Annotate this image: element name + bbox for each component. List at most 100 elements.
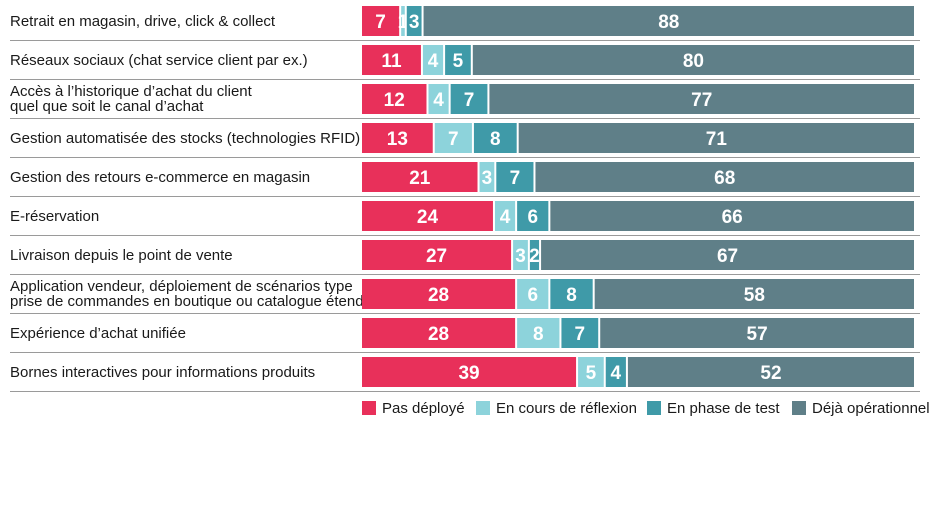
chart-row: Gestion automatisée des stocks (technolo… — [10, 123, 920, 158]
data-label: 71 — [706, 129, 728, 150]
legend-label: En phase de test — [667, 400, 780, 417]
category-label: Retrait en magasin, drive, click & colle… — [10, 13, 276, 30]
data-label: 58 — [744, 285, 765, 306]
bar-segment — [422, 45, 444, 75]
data-label: 8 — [490, 129, 501, 150]
category-label-line: Accès à l’historique d’achat du client — [10, 83, 253, 100]
data-label: 24 — [417, 207, 439, 228]
data-label: 21 — [409, 168, 431, 189]
bar-segment — [362, 6, 400, 36]
data-label: 66 — [722, 207, 743, 228]
bar-segment — [473, 123, 517, 153]
data-label: 13 — [387, 129, 408, 150]
bar-segment — [362, 162, 478, 192]
category-label-line: E-réservation — [10, 208, 99, 225]
data-label: 6 — [527, 285, 538, 306]
bar-segment — [434, 123, 472, 153]
chart-row: Livraison depuis le point de vente 27 3 2 67 — [10, 240, 920, 275]
bar-segment — [578, 357, 604, 387]
bar-segment — [550, 279, 593, 309]
data-label: 4 — [433, 90, 444, 111]
bar-segment — [518, 123, 914, 153]
data-label: 12 — [384, 90, 405, 111]
bar-segment — [517, 279, 549, 309]
bar-segment — [362, 318, 516, 348]
category-label-line: Bornes interactives pour informations pr… — [10, 364, 315, 381]
bar-segment — [529, 240, 540, 270]
bar-segment — [517, 318, 560, 348]
data-label: 4 — [500, 207, 511, 228]
bar-segment — [362, 84, 427, 114]
category-label-line: Réseaux sociaux (chat service client par… — [10, 52, 308, 69]
data-label: 52 — [760, 363, 781, 384]
legend-swatch — [647, 401, 661, 415]
data-label: 4 — [428, 51, 439, 72]
bar-segment — [600, 318, 914, 348]
bar-segment — [450, 84, 488, 114]
category-label-line: Application vendeur, déploiement de scén… — [10, 278, 353, 295]
bar-segment — [561, 318, 599, 348]
category-label: Réseaux sociaux (chat service client par… — [10, 52, 308, 69]
data-label: 3 — [482, 168, 493, 189]
category-label-line: Retrait en magasin, drive, click & colle… — [10, 13, 276, 30]
bar-segment — [496, 162, 534, 192]
bar-segment — [627, 357, 914, 387]
category-label-line: quel que soit le canal d’achat — [10, 98, 204, 115]
category-label-line: Livraison depuis le point de vente — [10, 247, 233, 264]
data-label: 68 — [714, 168, 735, 189]
bar-segment — [401, 6, 405, 36]
legend-item: Déjà opérationnel — [792, 400, 930, 417]
data-label: 11 — [381, 51, 402, 72]
category-label: Gestion automatisée des stocks (technolo… — [10, 130, 360, 147]
bar-segment — [541, 240, 914, 270]
data-label: 7 — [464, 90, 475, 111]
category-label: Gestion des retours e-commerce en magasi… — [10, 169, 310, 186]
bar-segment — [428, 84, 449, 114]
category-label: E-réservation — [10, 208, 99, 225]
data-label: 1 — [398, 12, 409, 33]
data-label: 8 — [566, 285, 577, 306]
data-label: 88 — [658, 12, 679, 33]
bar-segment — [472, 45, 914, 75]
bar-segment — [513, 240, 528, 270]
chart-row: Expérience d’achat unifiée 28 8 7 57 — [10, 318, 920, 353]
data-label: 8 — [533, 324, 544, 345]
data-label: 57 — [747, 324, 768, 345]
bar-segment — [517, 201, 549, 231]
legend-swatch — [362, 401, 376, 415]
category-label: Application vendeur, déploiement de scén… — [10, 278, 372, 310]
bar-segment — [362, 357, 577, 387]
legend-item: En cours de réflexion — [476, 400, 637, 417]
bar-segment — [362, 123, 433, 153]
chart-row: Gestion des retours e-commerce en magasi… — [10, 162, 920, 197]
bar-segment — [594, 279, 914, 309]
data-label: 39 — [458, 363, 479, 384]
legend-label: Pas déployé — [382, 400, 465, 417]
legend-swatch — [792, 401, 806, 415]
bar-segment — [423, 6, 914, 36]
bar-segment — [550, 201, 914, 231]
data-label: 28 — [428, 324, 449, 345]
bar-segment — [605, 357, 626, 387]
data-label: 28 — [428, 285, 449, 306]
category-label-line: prise de commandes en boutique ou catalo… — [10, 293, 372, 310]
legend-item: Pas déployé — [362, 400, 465, 417]
data-label: 67 — [717, 246, 738, 267]
bar-segment — [362, 279, 516, 309]
bar-segment — [494, 201, 516, 231]
legend-label: Déjà opérationnel — [812, 400, 930, 417]
data-label: 3 — [409, 12, 420, 33]
chart-row: Bornes interactives pour informations pr… — [10, 357, 920, 392]
chart-legend: Pas déployé En cours de réflexion En phase… — [362, 400, 930, 417]
category-label: Livraison depuis le point de vente — [10, 247, 233, 264]
data-label: 7 — [575, 324, 586, 345]
chart-row: Application vendeur, déploiement de scén… — [10, 278, 920, 314]
data-label: 2 — [529, 246, 540, 267]
bar-segment — [362, 240, 512, 270]
category-label-line: Expérience d’achat unifiée — [10, 325, 186, 342]
bar-segment — [406, 6, 422, 36]
data-label: 7 — [375, 12, 386, 33]
data-label: 3 — [515, 246, 526, 267]
data-label: 4 — [611, 363, 622, 384]
